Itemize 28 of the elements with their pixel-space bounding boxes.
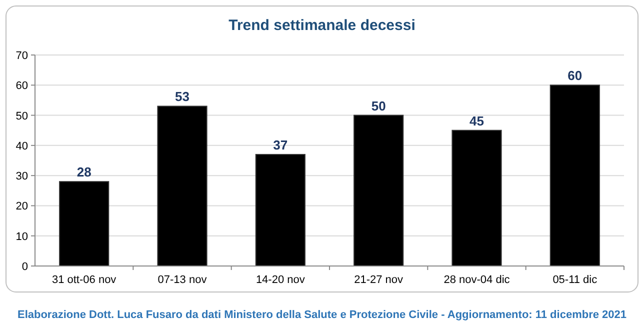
- y-tick-label: 30: [16, 170, 28, 183]
- data-label: 60: [568, 68, 582, 84]
- bar: [255, 154, 306, 266]
- bar: [59, 181, 110, 266]
- x-tick-label: 21-27 nov: [354, 274, 404, 286]
- x-tick-label: 07-13 nov: [158, 274, 208, 286]
- x-tick-label: 14-20 nov: [256, 274, 306, 286]
- y-tick-label: 70: [16, 50, 28, 62]
- data-label: 37: [273, 137, 288, 152]
- y-tick-label: 20: [16, 200, 28, 213]
- y-tick-label: 0: [22, 261, 28, 273]
- y-tick-label: 60: [16, 80, 28, 92]
- x-tick-label: 05-11 dic: [552, 274, 598, 286]
- chart-title: Trend settimanale decessi: [228, 17, 416, 34]
- y-tick-label: 40: [16, 140, 28, 152]
- y-tick-label: 10: [16, 230, 28, 243]
- y-tick-label: 50: [16, 110, 28, 122]
- data-label: 28: [76, 164, 92, 180]
- bar: [157, 106, 208, 266]
- x-tick-label: 28 nov-04 dic: [444, 274, 510, 286]
- text: Elaborazione Dott. Luca Fusaro da dati Ministero della Salute e Protezione Civile - Aggiornamento: 11 dicembre 2021: [17, 309, 627, 321]
- data-label: 53: [175, 89, 190, 104]
- bar: [550, 84, 600, 266]
- data-label: 45: [470, 113, 484, 128]
- bar: [452, 130, 502, 266]
- data-label: 50: [371, 98, 386, 114]
- bar: [354, 114, 404, 266]
- x-tick-label: 31 ott-06 nov: [52, 274, 117, 286]
